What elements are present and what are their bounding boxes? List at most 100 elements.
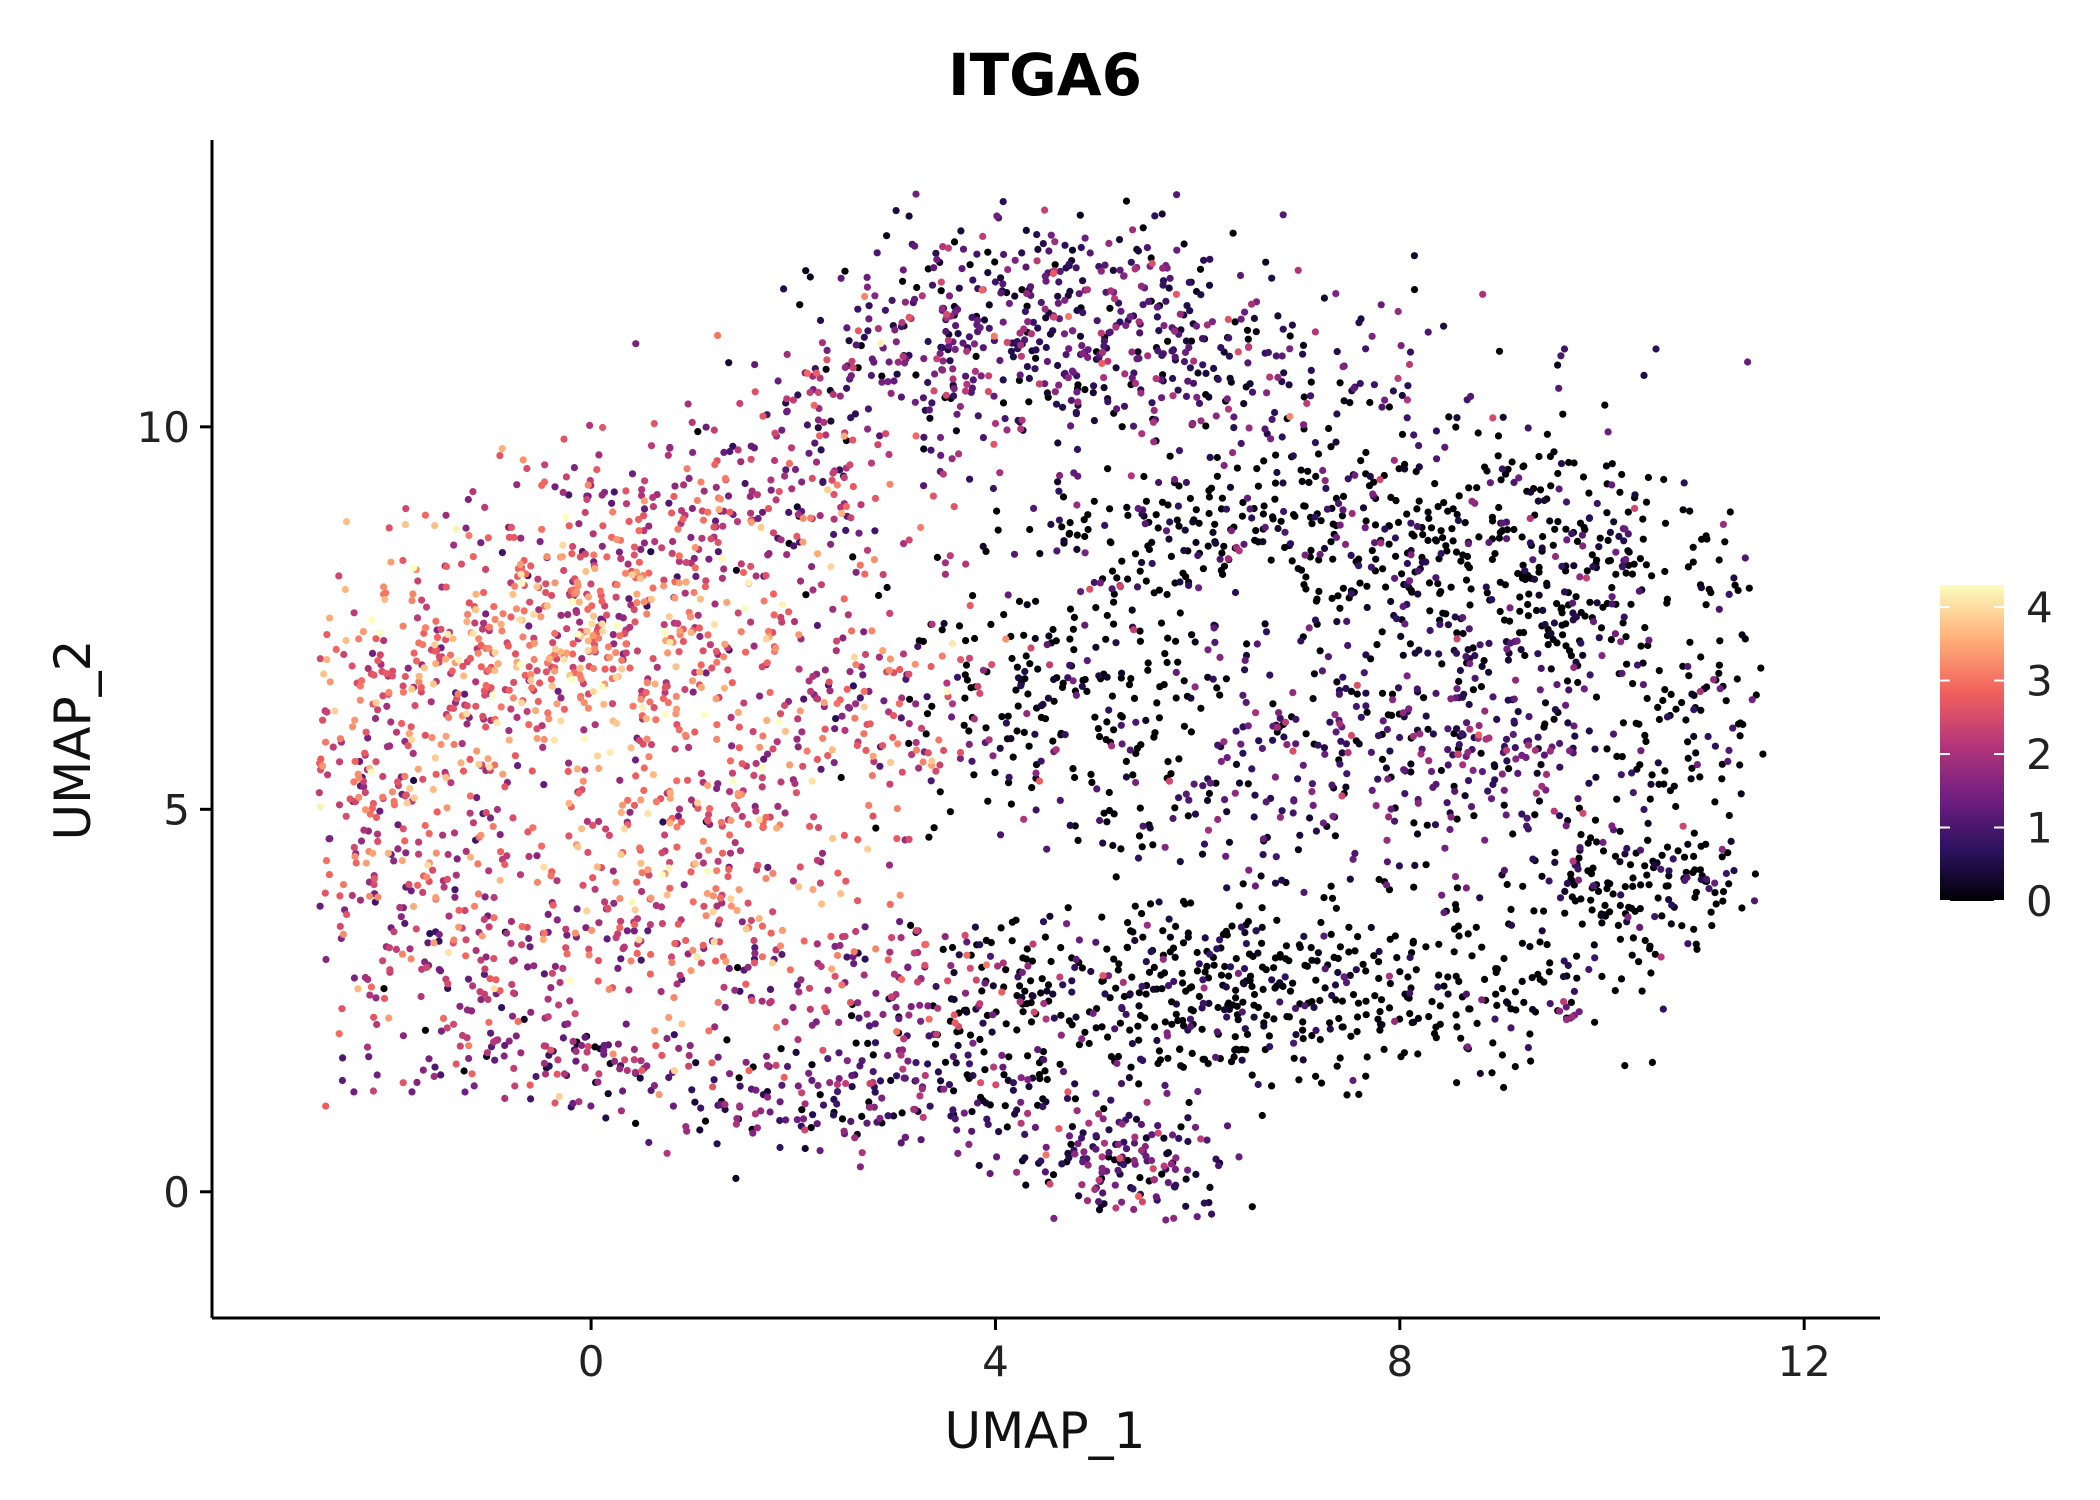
cell-point (1539, 606, 1547, 615)
cell-point (1683, 873, 1691, 882)
cell-point (1135, 1002, 1143, 1010)
cell-point (1152, 1193, 1160, 1201)
cell-point (473, 747, 481, 755)
cell-point (1397, 342, 1405, 350)
cell-point (1436, 1020, 1444, 1028)
cell-point (1472, 923, 1480, 931)
cell-point (584, 481, 592, 489)
cell-point (1595, 543, 1603, 551)
cell-point (673, 980, 681, 988)
cell-point (1648, 771, 1656, 779)
cell-point (872, 945, 880, 953)
cell-point (1243, 1030, 1252, 1038)
cell-point (1299, 1026, 1307, 1034)
cell-point (876, 432, 884, 440)
cell-point (830, 530, 838, 539)
cell-point (1302, 573, 1310, 581)
cell-point (1449, 537, 1457, 545)
cell-point (747, 916, 755, 925)
cell-point (1252, 927, 1260, 935)
cell-point (1278, 876, 1286, 884)
cell-point (633, 949, 641, 958)
cell-point (1718, 760, 1726, 768)
cell-point (1085, 1039, 1093, 1048)
cell-point (356, 696, 364, 704)
cell-point (1444, 746, 1452, 754)
cell-point (767, 929, 775, 937)
cell-point (863, 283, 872, 291)
cell-point (1583, 567, 1591, 575)
cell-point (1050, 697, 1058, 705)
cell-point (735, 723, 744, 731)
cell-point (826, 1079, 834, 1087)
cell-point (1745, 584, 1753, 592)
cell-point (708, 664, 716, 672)
cell-point (1525, 713, 1533, 721)
cell-point (950, 238, 959, 246)
cell-point (819, 734, 827, 742)
cell-point (1092, 938, 1100, 946)
cell-point (1317, 517, 1325, 525)
cell-point (1124, 511, 1132, 519)
cell-point (1336, 379, 1344, 387)
cell-point (472, 946, 480, 955)
cell-point (956, 402, 965, 411)
cell-point (1241, 308, 1249, 316)
cell-point (1312, 976, 1320, 984)
cell-point (1118, 1003, 1126, 1012)
cell-point (1299, 1018, 1307, 1026)
cell-point (690, 588, 698, 597)
cell-point (1535, 452, 1543, 461)
cell-point (941, 1058, 950, 1066)
cell-point (1315, 556, 1323, 564)
cell-point (1490, 761, 1498, 769)
cell-point (361, 788, 369, 797)
cell-point (1415, 463, 1423, 471)
cell-point (1483, 467, 1491, 475)
cell-point (1498, 770, 1506, 778)
cell-point (1451, 873, 1460, 881)
cell-point (1154, 1122, 1162, 1130)
cell-point (1524, 600, 1532, 609)
cell-point (750, 959, 759, 967)
cell-point (798, 728, 806, 736)
cell-point (767, 486, 775, 494)
cell-point (610, 899, 618, 907)
cell-point (445, 912, 453, 920)
cell-point (1377, 539, 1385, 547)
cell-point (540, 1042, 548, 1050)
cell-point (431, 1063, 439, 1071)
cell-point (969, 276, 977, 284)
cell-point (626, 664, 634, 672)
cell-point (866, 720, 874, 728)
cell-point (1263, 1011, 1271, 1019)
cell-point (1393, 954, 1401, 962)
cell-point (986, 1170, 994, 1178)
cell-point (464, 975, 473, 983)
cell-point (713, 867, 721, 875)
cell-point (456, 1042, 464, 1050)
cell-point (1134, 1022, 1142, 1030)
cell-point (1041, 933, 1049, 941)
cell-point (1540, 751, 1548, 759)
cell-point (415, 838, 423, 846)
cell-point (876, 762, 884, 770)
cell-point (1002, 635, 1010, 643)
cell-point (1308, 956, 1316, 964)
cell-point (1268, 415, 1276, 423)
cell-point (726, 508, 734, 516)
cell-point (419, 1066, 427, 1074)
cell-point (1057, 1011, 1065, 1019)
cell-point (1682, 716, 1690, 724)
cell-point (752, 572, 760, 580)
cell-point (425, 830, 433, 838)
cell-point (1045, 247, 1053, 255)
cell-point (1266, 671, 1274, 679)
cell-point (921, 1071, 929, 1080)
cell-point (763, 1052, 771, 1060)
cell-point (1155, 898, 1163, 906)
cell-point (986, 952, 995, 960)
cell-point (1406, 577, 1414, 585)
cell-point (1515, 474, 1523, 482)
cell-point (644, 866, 652, 874)
